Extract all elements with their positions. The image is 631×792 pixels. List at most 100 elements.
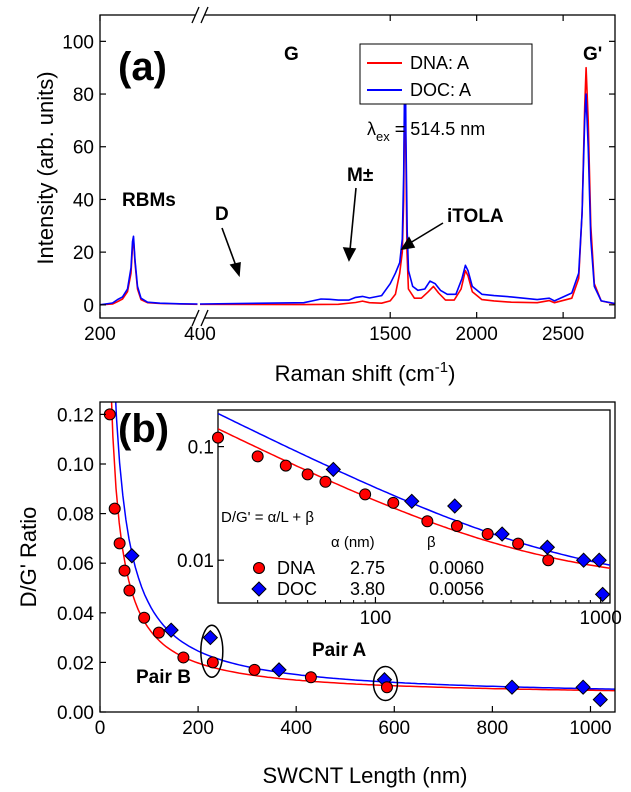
inset-data-point-dna — [481, 528, 494, 541]
axis-break-mark — [200, 6, 209, 24]
data-point-dna — [108, 502, 121, 515]
panel-a-plot-area — [99, 45, 616, 306]
panel-a-axes: 0 20 40 60 80 100 200 400 1500 2000 2500 — [62, 5, 616, 345]
legend-box — [359, 43, 533, 105]
inset-data-point-dna — [542, 554, 555, 567]
spectrum-doca-high — [199, 45, 616, 305]
inset-marker-doc — [251, 581, 267, 597]
arrow-m-head — [342, 247, 357, 262]
arrow-m — [349, 187, 357, 251]
annotation-itola: iTOLA — [447, 206, 504, 227]
inset-data-point-dna — [251, 450, 264, 463]
panel-b-ytick-label: 0.12 — [57, 405, 94, 426]
pair-b-ellipse — [200, 624, 224, 678]
inset-data-point-doc — [325, 461, 342, 478]
panel-b-ytick-label: 0.10 — [57, 455, 94, 476]
inset-xtick-label: 1000 — [580, 608, 622, 629]
panel-a-ytick-label: 80 — [73, 85, 94, 106]
inset-data-point-dna — [212, 431, 224, 444]
inset-data-point-doc — [594, 586, 611, 603]
inset-data-point-doc — [591, 552, 607, 568]
data-point-doc — [592, 691, 608, 708]
inset-row-name-dna: DNA — [277, 558, 315, 578]
panel-b-ytick-label: 0.02 — [57, 653, 94, 674]
panel-a-ytick-label: 40 — [73, 190, 94, 211]
panel-b-label: (b) — [118, 407, 169, 451]
panel-b-ytick-label: 0.06 — [57, 554, 94, 575]
panel-b-frame — [99, 401, 616, 713]
axis-break-mark — [191, 6, 200, 24]
annotation-arrows — [221, 187, 444, 278]
inset-header-beta: β — [427, 534, 436, 551]
panel-a-xtick-label: 1500 — [369, 324, 411, 345]
panel-a-ytick-label: 20 — [73, 243, 94, 264]
data-point-dna — [138, 611, 151, 624]
panel-a-ytick-label: 60 — [73, 138, 94, 159]
axis-break-mark — [200, 309, 209, 327]
panel-a: 0 20 40 60 80 100 200 400 1500 2000 2500 (a) Inten… — [33, 5, 616, 386]
panel-a-ylabel: Intensity (arb. units) — [33, 71, 58, 264]
inset-row-beta-doc: 0.0056 — [429, 579, 484, 599]
inset-data-point-doc — [539, 539, 556, 555]
data-point-dna — [380, 681, 393, 694]
data-point-dna — [113, 537, 126, 550]
annotation-rbms: RBMs — [122, 190, 176, 211]
data-point-dna — [123, 584, 136, 597]
inset-data-point-dna — [319, 475, 332, 488]
data-point-doc — [202, 629, 219, 646]
panel-b-xtick-label: 600 — [378, 718, 410, 739]
pair-a-ellipse — [372, 665, 399, 702]
data-point-doc — [575, 679, 591, 695]
data-point-doc — [163, 622, 179, 638]
data-point-dna — [177, 651, 190, 664]
panel-b-xtick-label: 1000 — [569, 718, 611, 739]
panel-b: 0.00 0.02 0.04 0.06 0.08 0.10 0.12 0 200 400 600 80… — [16, 401, 622, 788]
panel-b-ytick-label: 0.00 — [57, 703, 94, 724]
panel-a-ytick-label: 100 — [62, 32, 94, 53]
inset-row-alpha-dna: 2.75 — [350, 558, 385, 578]
arrow-itola-head — [400, 236, 416, 251]
inset-ytick-label: 0.01 — [177, 551, 214, 572]
pair-a-label: Pair A — [312, 640, 366, 661]
annotation-d-band: D — [215, 204, 229, 225]
arrow-d-head — [229, 261, 241, 278]
inset-loglog: 100 1000 0.01 0.1 D/G' = α/L + β α (nm) β D… — [177, 409, 622, 629]
legend-label-dna: DNA: A — [410, 53, 469, 73]
panel-b-xtick-label: 800 — [477, 718, 509, 739]
inset-marker-dna — [253, 562, 265, 574]
panel-a-label: (a) — [118, 45, 167, 89]
panel-a-xtick-label: 400 — [184, 324, 216, 345]
inset-header-alpha: α (nm) — [331, 534, 375, 551]
annotation-g-prime: G' — [583, 44, 602, 65]
arrow-d — [221, 227, 237, 267]
inset-axes: 100 1000 0.01 0.1 — [177, 438, 622, 629]
legend-label-doc: DOC: A — [410, 80, 471, 100]
panel-b-ytick-label: 0.04 — [57, 604, 94, 625]
inset-row-alpha-doc: 3.80 — [350, 579, 385, 599]
inset-data-point-doc — [404, 493, 420, 510]
inset-data-point-dna — [421, 515, 434, 528]
data-point-dna — [304, 671, 317, 684]
data-point-doc — [124, 548, 140, 564]
panel-b-xlabel: SWCNT Length (nm) — [263, 763, 468, 788]
inset-data-point-dna — [301, 468, 314, 481]
axis-break-mark — [191, 309, 200, 327]
axis-break-gap — [195, 308, 205, 328]
panel-b-xtick-label: 200 — [182, 718, 214, 739]
panel-a-xlabel: Raman shift (cm-1) — [275, 359, 456, 386]
panel-a-legend: DNA: A DOC: A — [359, 43, 533, 105]
excitation-wavelength: λex = 514.5 nm — [367, 119, 485, 144]
inset-data-point-dna — [450, 520, 463, 533]
inset-plot-area — [212, 412, 611, 603]
data-point-dna — [206, 656, 219, 669]
inset-ytick-label: 0.1 — [188, 438, 214, 459]
panel-b-xtick-label: 400 — [280, 718, 312, 739]
data-point-dna — [248, 663, 261, 676]
inset-row-name-doc: DOC — [277, 579, 317, 599]
fit-curve-dna — [110, 402, 615, 692]
inset-xtick-label: 100 — [360, 608, 392, 629]
annotation-g-band: G — [284, 44, 299, 65]
pair-b-label: Pair B — [136, 667, 191, 688]
panel-a-xtick-label: 2500 — [542, 324, 584, 345]
